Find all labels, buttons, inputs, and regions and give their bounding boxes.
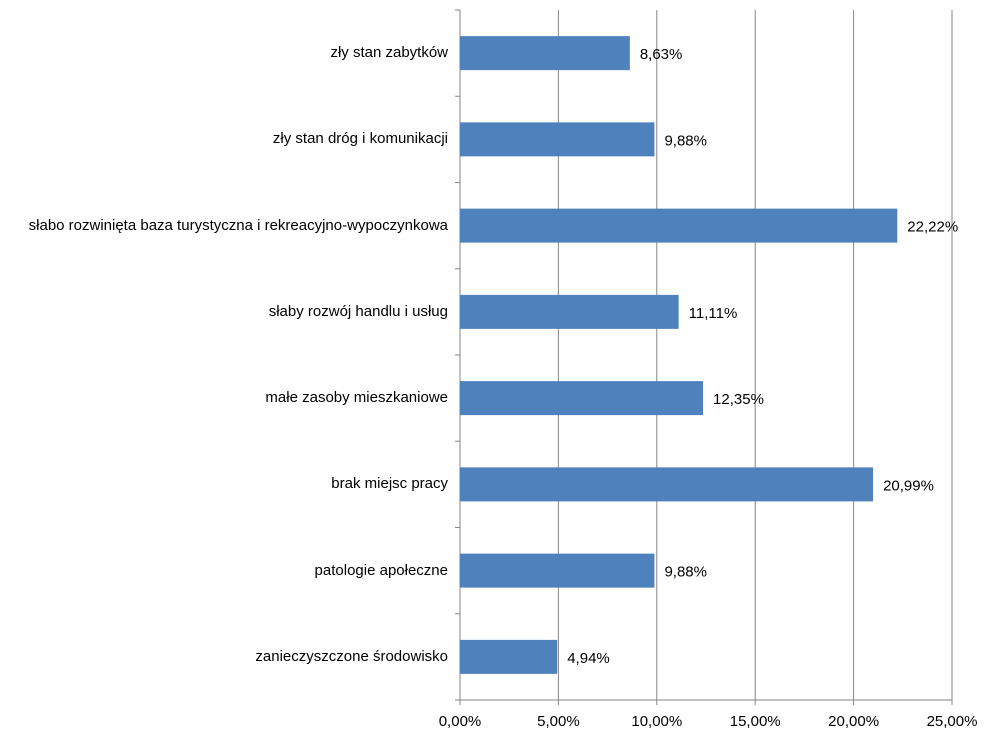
x-tick-label: 25,00% bbox=[927, 713, 978, 730]
x-tick-label: 20,00% bbox=[828, 713, 879, 730]
x-tick-label: 15,00% bbox=[730, 713, 781, 730]
y-tick-label: słabo rozwinięta baza turystyczna i rekr… bbox=[28, 216, 448, 234]
value-label: 9,88% bbox=[664, 132, 707, 149]
y-tick-label-box: słabo rozwinięta baza turystyczna i rekr… bbox=[8, 213, 448, 239]
bar bbox=[460, 208, 898, 243]
y-tick-label-box: zły stan dróg i komunikacji bbox=[8, 126, 448, 152]
value-label: 8,63% bbox=[640, 46, 683, 63]
y-tick-label: zły stan zabytków bbox=[330, 44, 448, 62]
value-label: 22,22% bbox=[907, 219, 958, 236]
y-tick-label-box: brak miejsc pracy bbox=[8, 471, 448, 497]
y-tick-label: brak miejsc pracy bbox=[331, 475, 448, 493]
y-tick-label: małe zasoby mieszkaniowe bbox=[265, 389, 448, 407]
x-tick-label: 5,00% bbox=[537, 713, 580, 730]
x-tick-label: 0,00% bbox=[439, 713, 482, 730]
bar bbox=[460, 381, 704, 416]
y-tick-label-box: patologie apołeczne bbox=[8, 558, 448, 584]
value-label: 20,99% bbox=[883, 477, 934, 494]
y-tick-label-box: słaby rozwój handlu i usług bbox=[8, 299, 448, 325]
y-tick-label-box: zanieczyszczone środowisko bbox=[8, 644, 448, 670]
y-tick-label: słaby rozwój handlu i usług bbox=[268, 302, 448, 320]
value-label: 4,94% bbox=[567, 650, 610, 667]
bar bbox=[460, 639, 558, 674]
value-label: 9,88% bbox=[664, 564, 707, 581]
bar bbox=[460, 122, 655, 157]
y-tick-label: zły stan dróg i komunikacji bbox=[272, 130, 448, 148]
y-tick-label: patologie apołeczne bbox=[314, 561, 448, 579]
y-tick-label: zanieczyszczone środowisko bbox=[255, 647, 448, 665]
bar bbox=[460, 36, 630, 71]
y-tick-label-box: małe zasoby mieszkaniowe bbox=[8, 385, 448, 411]
bar bbox=[460, 294, 679, 329]
value-label: 11,11% bbox=[689, 305, 738, 322]
x-tick-label: 10,00% bbox=[631, 713, 682, 730]
bar bbox=[460, 553, 655, 588]
value-label: 12,35% bbox=[713, 391, 764, 408]
y-tick-label-box: zły stan zabytków bbox=[8, 40, 448, 66]
bar bbox=[460, 467, 874, 502]
